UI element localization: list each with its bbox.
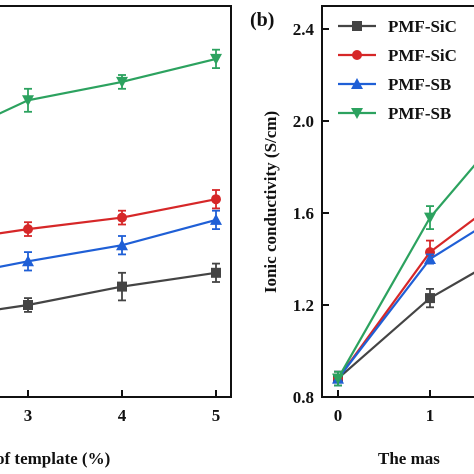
y-tick-label: 1.2 [293, 296, 314, 315]
panel-a-series [0, 48, 222, 313]
data-point-marker [210, 53, 222, 65]
panel-b-series [332, 164, 474, 387]
y-tick-label: 1.6 [293, 204, 314, 223]
series-line [0, 198, 217, 235]
data-point-marker [332, 373, 344, 385]
legend-label: PMF-SB [388, 75, 451, 94]
series-line [337, 230, 474, 380]
series-line [0, 218, 217, 268]
x-tick-label: 1 [426, 406, 435, 425]
panel-b-y-ticks: 0.8 1.2 1.6 2.0 2.4 [293, 20, 329, 407]
x-tick-label: 5 [212, 406, 221, 425]
data-point-marker [211, 267, 221, 278]
data-point-marker [22, 95, 34, 107]
data-point-marker [424, 212, 436, 224]
legend-label: PMF-SiC [388, 17, 457, 36]
x-tick-label: 3 [24, 406, 33, 425]
series-line [0, 57, 217, 115]
panel-b-x-axis-title: The mas [378, 449, 440, 468]
data-point-marker [23, 224, 33, 235]
clipped-series-group [332, 164, 474, 387]
data-point-marker [210, 213, 222, 225]
panel-b-y-axis-title: Ionic conductivity (S/cm) [261, 111, 280, 293]
panel-a-x-ticks: 3 4 5 [24, 390, 221, 425]
x-tick-label: 0 [334, 406, 343, 425]
data-point-marker [424, 253, 436, 264]
data-point-marker [425, 293, 435, 304]
clipped-series-group [0, 48, 222, 313]
legend-label: PMF-SB [388, 104, 451, 123]
data-point-marker [23, 300, 33, 310]
series-line [337, 271, 474, 380]
panel-a-x-axis-title: of template (%) [0, 449, 110, 468]
data-point-marker [211, 194, 221, 205]
legend-swatch-marker [352, 21, 362, 31]
legend-label: PMF-SiC [388, 46, 457, 65]
legend-swatch-marker [351, 108, 363, 119]
panel-b-tag: (b) [250, 9, 274, 31]
panel-b-legend: PMF-SiC PMF-SiC PMF-SB PMF-SB [332, 12, 474, 126]
x-tick-label: 4 [118, 406, 127, 425]
legend-swatch-marker [351, 78, 363, 89]
y-tick-label: 2.0 [293, 112, 314, 131]
data-point-marker [116, 239, 128, 251]
data-point-marker [116, 76, 128, 88]
panel-a-chart: 3 4 5 of template (%) [0, 5, 232, 468]
panel-b-plot-frame [321, 5, 474, 398]
series-line [0, 271, 217, 311]
y-tick-label: 0.8 [293, 388, 314, 407]
data-point-marker [22, 255, 34, 267]
legend-swatch-marker [352, 50, 362, 60]
data-point-marker [117, 281, 127, 292]
series-line [337, 217, 474, 380]
y-tick-label: 2.4 [293, 20, 315, 39]
panel-a-plot-frame [0, 5, 232, 398]
data-point-marker [117, 212, 127, 223]
